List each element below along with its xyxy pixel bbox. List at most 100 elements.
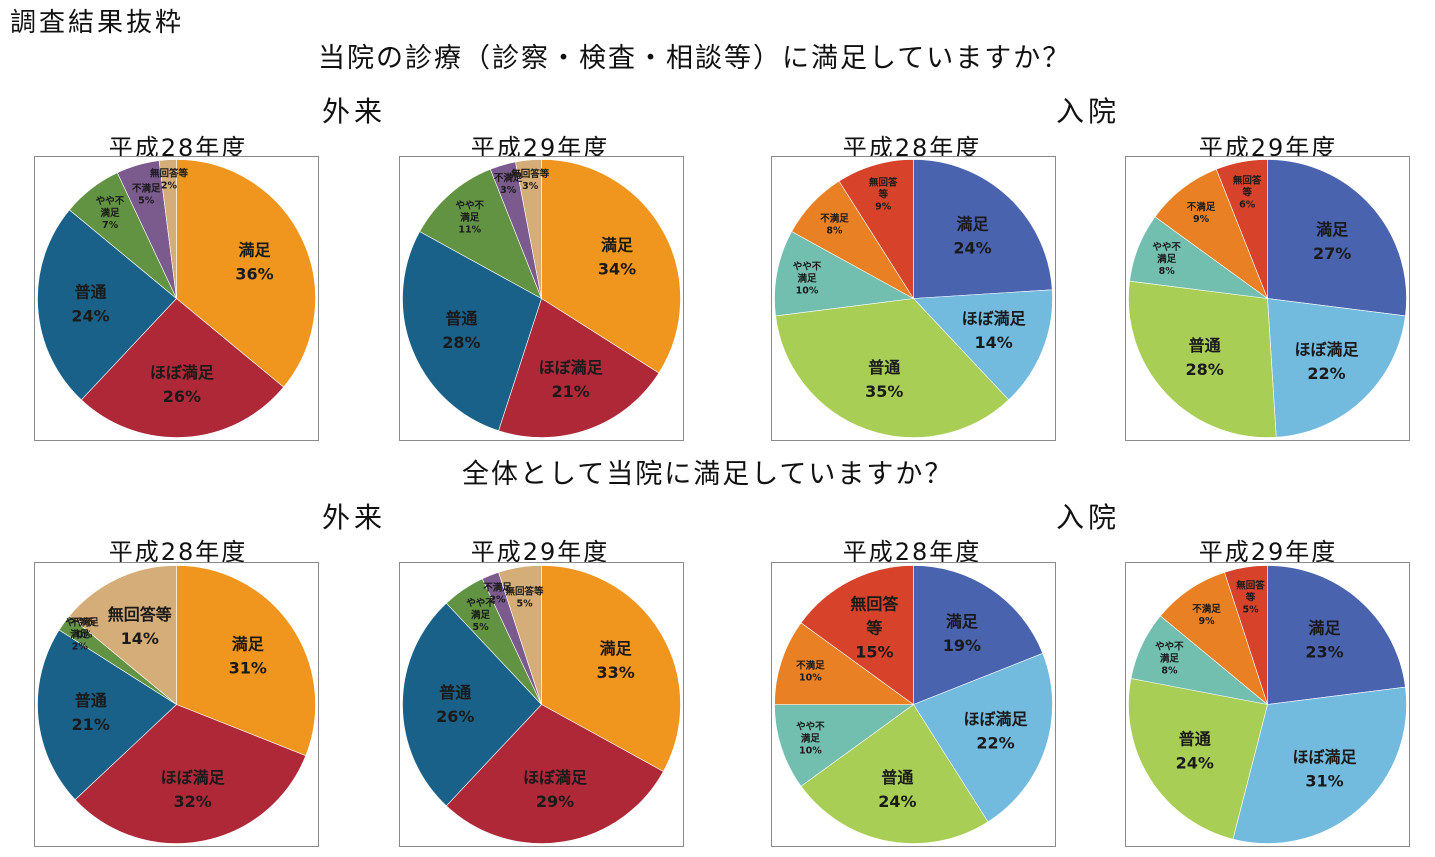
pie-slice-satisfied bbox=[913, 565, 1044, 705]
pie-chart-q1-inpatient-h29: 満足 27% ほぼ満足 22% 普通 28% やや不満足 8% 不満足 9% 無回答等 6% bbox=[1125, 156, 1410, 441]
slice-label-mostly-satisfied: ほぼ満足 21% bbox=[539, 358, 604, 401]
slice-label-somewhat-dissatisfied: やや不満足 2% bbox=[66, 618, 95, 653]
pie-slice-no-answer bbox=[800, 565, 914, 706]
slice-label-neutral: 普通 28% bbox=[1186, 336, 1224, 379]
pie-slice-somewhat-dissatisfied bbox=[419, 168, 543, 300]
slice-label-satisfied: 満足 27% bbox=[1313, 220, 1351, 263]
pie-slice-satisfied bbox=[1267, 565, 1406, 705]
section-label-inpatient: 入院 bbox=[1056, 95, 1121, 128]
pie-slice-no-answer bbox=[158, 159, 177, 299]
slice-label-dissatisfied: 不満足 5% bbox=[132, 183, 161, 207]
pie-slice-somewhat-dissatisfied bbox=[774, 704, 915, 787]
pie-svg: 満足 36% ほぼ満足 26% 普通 24% やや不満足 7% 不満足 5%無回答等 2% bbox=[37, 159, 316, 438]
pie-slice-mostly-satisfied bbox=[913, 652, 1053, 823]
slice-label-somewhat-dissatisfied: やや不満足 10% bbox=[796, 721, 825, 756]
question-2-title: 全体として当院に満足していますか？ bbox=[462, 459, 954, 490]
page-title: 調査結果抜粋 bbox=[10, 8, 185, 38]
slice-label-satisfied: 満足 19% bbox=[943, 612, 981, 655]
slice-label-mostly-satisfied: ほぼ満足 22% bbox=[963, 710, 1028, 753]
pie-slice-satisfied bbox=[176, 565, 316, 757]
pie-slice-mostly-satisfied bbox=[498, 298, 660, 438]
slice-label-somewhat-dissatisfied: やや不満足 10% bbox=[793, 262, 822, 297]
pie-svg: 満足 33% ほぼ満足 29% 普通 26% やや不満足 5%不満足 2%無回答等 5% bbox=[402, 565, 681, 844]
chart-title: 平成29年度 bbox=[470, 538, 610, 566]
slice-label-satisfied: 満足 31% bbox=[229, 635, 267, 678]
pie-chart-q2-inpatient-h29: 満足 23% ほぼ満足 31% 普通 24% やや不満足 8% 不満足 9% 無回答等 5% bbox=[1125, 562, 1410, 847]
pie-slice-satisfied bbox=[1267, 159, 1407, 317]
pie-chart-q2-outpatient-h29: 満足 33% ほぼ満足 29% 普通 26% やや不満足 5% 不満足 2% 無回答等 5% bbox=[399, 562, 684, 847]
pie-slice-neutral bbox=[1128, 280, 1277, 438]
slice-label-neutral: 普通 21% bbox=[72, 691, 110, 734]
section-label-outpatient: 外来 bbox=[322, 501, 387, 534]
slice-label-somewhat-dissatisfied: やや不満足 5% bbox=[466, 598, 495, 633]
slice-label-satisfied: 満足 33% bbox=[597, 639, 635, 682]
slice-label-satisfied: 満足 24% bbox=[953, 214, 991, 257]
slice-label-dissatisfied: 不満足 9% bbox=[1192, 603, 1221, 627]
chart-title: 平成29年度 bbox=[1198, 538, 1338, 566]
slice-label-dissatisfied: 不満足 8% bbox=[820, 213, 849, 237]
pie-slice-mostly-satisfied bbox=[1232, 686, 1407, 844]
pie-slice-neutral bbox=[402, 231, 542, 432]
slice-label-no-answer: 無回答等 6% bbox=[1233, 174, 1262, 210]
pie-slice-no-answer bbox=[68, 565, 177, 706]
pie-slice-neutral bbox=[775, 298, 1010, 438]
slice-label-dissatisfied: 不満足 0% bbox=[70, 617, 99, 641]
pie-slice-mostly-satisfied bbox=[74, 704, 307, 844]
slice-label-no-answer: 無回答等 2% bbox=[150, 168, 189, 192]
slice-label-no-answer: 無回答等 3% bbox=[511, 168, 550, 192]
pie-slice-satisfied bbox=[913, 159, 1053, 299]
slice-label-neutral: 普通 24% bbox=[1176, 729, 1214, 772]
slice-label-dissatisfied: 不満足 2% bbox=[483, 582, 512, 606]
pie-chart-q2-inpatient-h28: 満足 19% ほぼ満足 22% 普通 24% やや不満足 10% 不満足 10% 無回答等 15% bbox=[771, 562, 1056, 847]
section-label-inpatient: 入院 bbox=[1056, 501, 1121, 534]
section-label-outpatient: 外来 bbox=[322, 95, 387, 128]
pie-chart-q1-outpatient-h28: 満足 36% ほぼ満足 26% 普通 24% やや不満足 7% 不満足 5% 無回答等 2% bbox=[34, 156, 319, 441]
slice-label-somewhat-dissatisfied: やや不満足 8% bbox=[1155, 642, 1184, 677]
slice-label-satisfied: 満足 23% bbox=[1305, 618, 1343, 661]
pie-slice-no-answer bbox=[838, 159, 914, 300]
pie-slice-no-answer bbox=[1224, 565, 1268, 705]
pie-slice-mostly-satisfied bbox=[445, 704, 664, 844]
slice-label-satisfied: 満足 36% bbox=[235, 240, 273, 283]
slice-label-no-answer: 無回答等 14% bbox=[108, 605, 172, 648]
slice-label-no-answer: 無回答等 9% bbox=[869, 177, 898, 213]
pie-slice-satisfied bbox=[541, 565, 681, 772]
chart-title: 平成28年度 bbox=[108, 538, 248, 566]
pie-chart-q1-outpatient-h29: 満足 34% ほぼ満足 21% 普通 28% やや不満足 11% 不満足 3% 無回答等 3% bbox=[399, 156, 684, 441]
slice-label-dissatisfied: 不満足 9% bbox=[1187, 201, 1216, 225]
slice-label-mostly-satisfied: ほぼ満足 26% bbox=[150, 363, 215, 406]
slice-label-somewhat-dissatisfied: やや不満足 7% bbox=[96, 196, 125, 231]
slice-label-somewhat-dissatisfied: やや不満足 8% bbox=[1152, 242, 1181, 277]
slice-label-neutral: 普通 24% bbox=[71, 283, 109, 326]
slice-label-no-answer: 無回答等 15% bbox=[850, 594, 899, 661]
pie-svg: 満足 19% ほぼ満足 22% 普通 24% やや不満足 10% 不満足 10% 無回答等 15% bbox=[774, 565, 1053, 844]
pie-slice-somewhat-dissatisfied bbox=[774, 231, 915, 317]
pie-chart-q2-outpatient-h28: 満足 31% ほぼ満足 32% 普通 21% やや不満足 2% 不満足 0% 無回答等 14% bbox=[34, 562, 319, 847]
slice-label-dissatisfied: 不満足 10% bbox=[796, 659, 825, 683]
pie-slice-no-answer bbox=[498, 565, 542, 705]
slice-label-neutral: 普通 35% bbox=[865, 358, 903, 401]
pie-slice-neutral bbox=[402, 602, 542, 807]
pie-slice-mostly-satisfied bbox=[1267, 298, 1406, 438]
question-1-title: 当院の診療（診察・検査・相談等）に満足していますか？ bbox=[318, 43, 1072, 74]
chart-title: 平成28年度 bbox=[842, 538, 982, 566]
pie-slice-dissatisfied bbox=[1154, 168, 1269, 300]
pie-slice-neutral bbox=[1128, 678, 1268, 840]
slice-label-no-answer: 無回答等 5% bbox=[506, 586, 545, 610]
slice-label-neutral: 普通 28% bbox=[442, 309, 480, 352]
pie-slice-mostly-satisfied bbox=[912, 289, 1053, 401]
slice-label-mostly-satisfied: ほぼ満足 22% bbox=[1294, 340, 1359, 383]
pie-slice-dissatisfied bbox=[774, 622, 915, 705]
slice-label-mostly-satisfied: ほぼ満足 31% bbox=[1292, 748, 1357, 791]
pie-svg: 満足 24% ほぼ満足 14% 普通 35% やや不満足 10% 不満足 8% 無回答等 9% bbox=[774, 159, 1053, 438]
pie-svg: 満足 34% ほぼ満足 21% 普通 28% やや不満足 11% 不満足 3%無回答等 3% bbox=[402, 159, 681, 438]
pie-svg: 満足 27% ほぼ満足 22% 普通 28% やや不満足 8%不満足 9% 無回答等 6% bbox=[1128, 159, 1407, 438]
slice-label-somewhat-dissatisfied: やや不満足 11% bbox=[456, 200, 485, 235]
pie-svg: 満足 23% ほぼ満足 31% 普通 24% やや不満足 8% 不満足 9% 無回答等 5% bbox=[1128, 565, 1407, 844]
pie-slice-dissatisfied bbox=[1159, 571, 1269, 706]
pie-svg: 満足 31% ほぼ満足 32% 普通 21% やや不満足 2%不満足 0% 無回答等 14% bbox=[37, 565, 316, 844]
slice-label-neutral: 普通 24% bbox=[878, 768, 916, 811]
pie-slice-neutral bbox=[37, 209, 177, 401]
slice-label-mostly-satisfied: ほぼ満足 32% bbox=[161, 768, 226, 811]
pie-slice-neutral bbox=[800, 704, 989, 844]
